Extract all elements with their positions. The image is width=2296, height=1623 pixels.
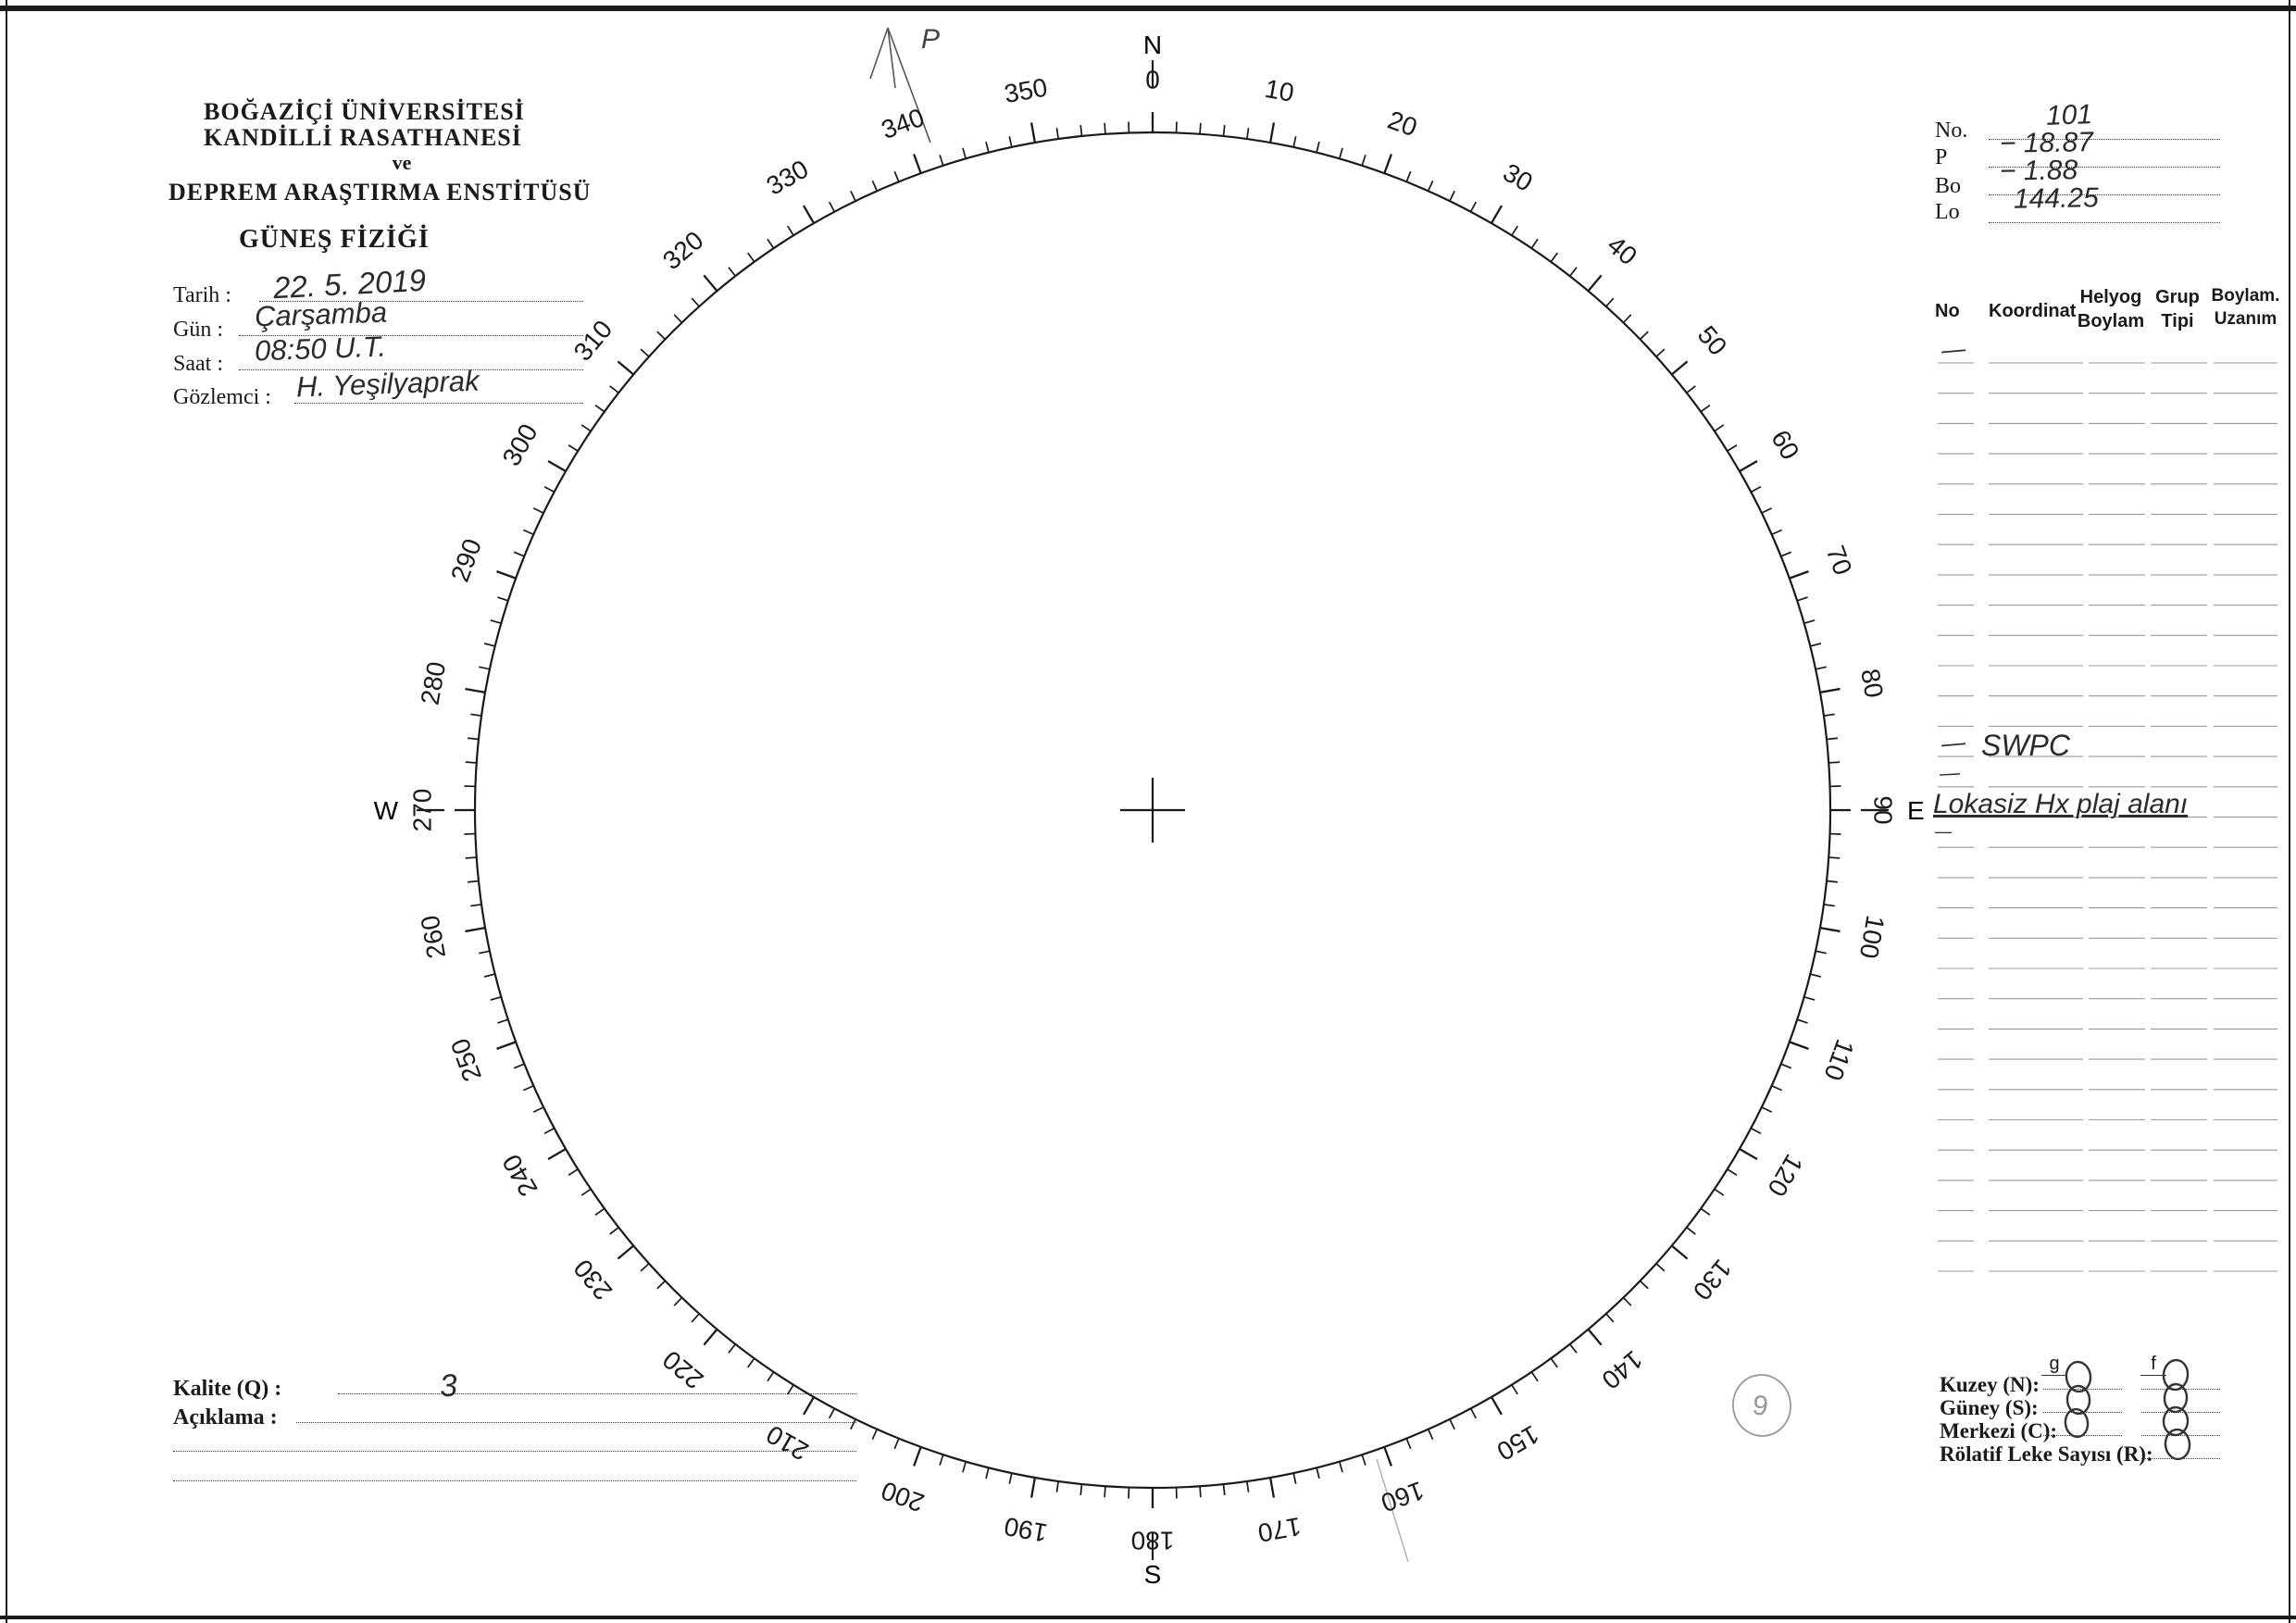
svg-text:200: 200 [878, 1476, 929, 1517]
svg-text:230: 230 [568, 1254, 618, 1305]
svg-text:330: 330 [761, 155, 813, 201]
svg-text:290: 290 [445, 535, 487, 586]
svg-text:80: 80 [1855, 667, 1889, 700]
svg-text:150: 150 [1492, 1419, 1544, 1466]
svg-text:300: 300 [497, 418, 543, 470]
svg-text:20: 20 [1384, 106, 1421, 143]
svg-text:260: 260 [416, 913, 452, 960]
svg-text:0: 0 [1145, 65, 1160, 94]
svg-text:90: 90 [1869, 795, 1898, 824]
svg-text:10: 10 [1263, 74, 1296, 107]
svg-text:220: 220 [657, 1345, 709, 1395]
svg-text:310: 310 [568, 315, 618, 367]
svg-text:210: 210 [761, 1419, 813, 1466]
svg-text:280: 280 [416, 659, 452, 706]
svg-text:240: 240 [497, 1150, 543, 1202]
svg-text:250: 250 [445, 1035, 487, 1086]
svg-text:130: 130 [1688, 1254, 1738, 1305]
svg-text:340: 340 [878, 103, 929, 144]
svg-text:160: 160 [1378, 1476, 1429, 1517]
svg-text:350: 350 [1002, 73, 1049, 109]
svg-text:190: 190 [1002, 1512, 1049, 1548]
svg-text:60: 60 [1766, 425, 1804, 464]
svg-text:70: 70 [1821, 542, 1858, 579]
svg-text:50: 50 [1692, 320, 1733, 361]
svg-text:100: 100 [1854, 913, 1890, 960]
svg-text:140: 140 [1596, 1345, 1648, 1395]
svg-text:270: 270 [407, 789, 436, 832]
svg-text:170: 170 [1255, 1512, 1303, 1548]
svg-text:30: 30 [1498, 157, 1537, 196]
svg-text:110: 110 [1818, 1036, 1859, 1085]
svg-text:320: 320 [657, 226, 709, 276]
svg-text:40: 40 [1602, 231, 1642, 271]
svg-text:180: 180 [1131, 1527, 1175, 1555]
svg-text:120: 120 [1762, 1150, 1808, 1202]
